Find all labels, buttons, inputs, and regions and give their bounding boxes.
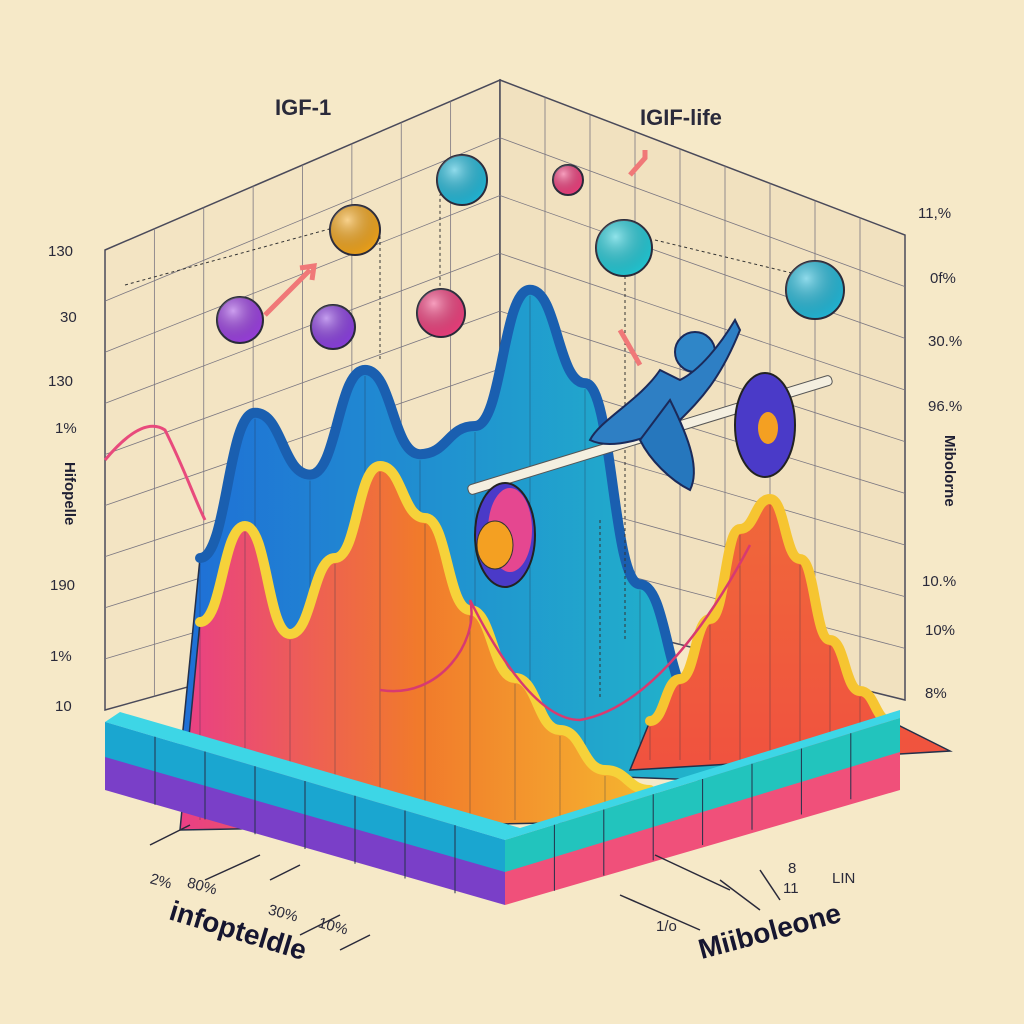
floor-tick: [269, 864, 301, 881]
gridline: [499, 137, 906, 288]
left-axis-tick-label: 130: [48, 373, 74, 390]
ridge-top-edge-2: [645, 493, 895, 726]
floor-tick: [719, 879, 761, 911]
marker-highlight: [786, 261, 844, 319]
chart-title-right: IGIF-life: [640, 105, 722, 130]
gridline: [104, 137, 501, 302]
marker-highlight: [437, 155, 487, 205]
left-axis-tick-label: 1%: [50, 648, 72, 665]
gridline: [104, 368, 501, 506]
chart-title-left: IGF-1: [275, 95, 332, 120]
left-axis-tick-label: 10: [55, 698, 72, 715]
marker-highlight: [217, 297, 263, 343]
floor-tick: [149, 824, 191, 846]
gridline: [499, 252, 906, 391]
right-axis-tick-label: 0f%: [930, 270, 956, 287]
marker-highlight: [330, 205, 380, 255]
bottom-right-axis-tick-label: 8: [788, 860, 797, 877]
floor-tick: [654, 854, 731, 891]
left-axis-tick-label: 30: [60, 309, 77, 326]
right-axis-tick-label: 8%: [925, 685, 947, 702]
gridline: [104, 252, 501, 404]
weightlifter-figure: [467, 317, 833, 588]
right-axis-tick-label: 96.%: [928, 398, 963, 415]
bottom-right-axis-tick-label: 1/o: [656, 918, 677, 935]
marker-highlight: [311, 305, 355, 349]
marker-highlight: [596, 220, 652, 276]
base-platform: [105, 710, 900, 905]
right-axis-tick-label: 10%: [925, 622, 956, 639]
gridline: [499, 195, 906, 339]
floor-tick: [204, 854, 261, 881]
leader-lines: [124, 184, 801, 700]
left-axis-tick-label: 1%: [55, 420, 77, 437]
right-axis-label: Mibolorne: [941, 435, 958, 507]
ridge-top-edge-1: [195, 460, 655, 795]
gridline: [104, 195, 501, 353]
marker-highlight: [553, 165, 583, 195]
marker-highlight: [417, 289, 465, 337]
trend-curve: [103, 424, 207, 521]
floor-tick: [299, 914, 341, 936]
left-axis-tick-label: 190: [50, 577, 76, 594]
floor-tick: [619, 894, 701, 931]
left-axis-label: Hifopelle: [61, 462, 78, 526]
bottom-right-axis-tick-label: 11: [783, 880, 799, 897]
floor-tick: [339, 934, 371, 951]
trend-curve: [379, 544, 752, 722]
right-axis-tick-label: 11,%: [918, 205, 952, 222]
arrow-icons: [263, 150, 648, 367]
bottom-right-axis-tick-label: LIN: [832, 870, 856, 887]
right-axis-tick-label: 10.%: [922, 573, 957, 590]
left-axis-tick-label: 130: [48, 243, 74, 260]
right-axis-tick-label: 30.%: [928, 333, 963, 350]
floor-tick: [759, 869, 781, 901]
